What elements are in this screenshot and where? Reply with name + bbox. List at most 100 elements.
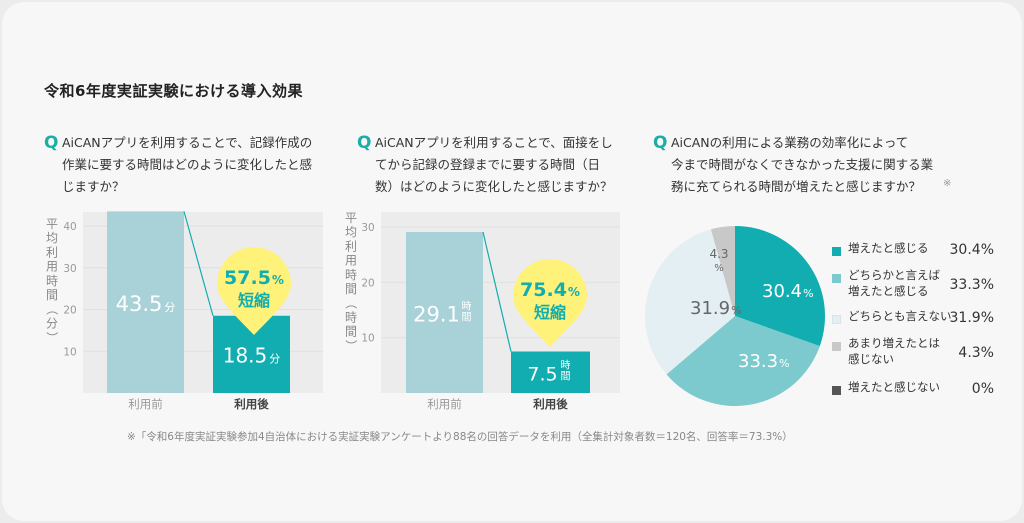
pie-slice-label-unit: % xyxy=(714,263,724,274)
bar-利用前 xyxy=(107,211,184,393)
question-1-line-3: じますか？ xyxy=(62,179,125,194)
bar-value-unit-char: 間 xyxy=(561,370,571,382)
bar-value-unit-char: 時 xyxy=(462,300,472,312)
bar-利用前 xyxy=(406,231,483,393)
bar-value-number: 18.5 xyxy=(223,343,268,367)
connector-line xyxy=(183,211,214,316)
callout-percent-number: 57.5 xyxy=(224,267,271,289)
bar-value-label: 43.5 分 xyxy=(116,292,176,316)
bar-利用後 xyxy=(511,351,590,393)
pie-slice xyxy=(666,316,820,406)
bar-value-label: 18.5 分 xyxy=(223,343,281,367)
question-3-line-2: 今まで時間がなくできなかった支援に関する業 xyxy=(671,157,934,172)
bar-value-label: 7.5 xyxy=(527,363,557,385)
pie-slice xyxy=(710,226,735,316)
y-tick-label: 30 xyxy=(63,263,76,275)
pie-chart: 30.4%33.3%31.9%4.3% xyxy=(645,226,825,406)
y-axis-label-char: 平 xyxy=(46,217,58,231)
y-axis-label-char: 均 xyxy=(46,231,58,245)
y-axis-label-char: 時 xyxy=(345,310,357,324)
footnote: ※「令和6年度実証実験参加4自治体における実証実験アンケートより88名の回答デー… xyxy=(127,431,793,443)
question-3-line-3: 務に充てられる時間が増えたと感じますか？ xyxy=(671,179,922,194)
legend-row: あまり増えたとは 感じない 4.3% xyxy=(832,335,1002,369)
legend-label: どちらとも言えない xyxy=(848,308,958,324)
callout-percent-unit: % xyxy=(568,285,580,299)
bar-value-number: 29.1 xyxy=(413,302,460,326)
legend-row: どちらとも言えない 31.9% xyxy=(832,308,1002,342)
y-tick-label: 10 xyxy=(361,333,374,345)
callout-text: 短縮 xyxy=(238,291,270,310)
category-label: 利用前 xyxy=(128,397,163,411)
legend-value: 33.3% xyxy=(949,277,994,293)
y-axis-label-char: （ xyxy=(344,297,358,309)
pie-slice-label: 33.3% xyxy=(738,351,790,372)
pie-slice xyxy=(735,226,825,347)
legend-swatch xyxy=(832,386,841,395)
legend-label: あまり増えたとは 感じない xyxy=(848,335,958,367)
legend-label-line: 感じない xyxy=(848,352,894,366)
legend-row: 増えたと感じる 30.4% xyxy=(832,240,1002,274)
q-mark: Q xyxy=(44,133,59,153)
legend-swatch xyxy=(832,247,841,256)
pie-slice-label-number: 31.9 xyxy=(690,298,730,319)
y-tick-label: 30 xyxy=(361,222,374,234)
legend-label: 増えたと感じない xyxy=(848,379,958,395)
pie-slice-label-number: 4.3 xyxy=(709,247,728,261)
connector-line xyxy=(482,231,512,352)
bar-value-number: 7.5 xyxy=(527,363,557,385)
page-title: 令和6年度実証実験における導入効果 xyxy=(44,82,303,100)
pie-slice-label-unit: % xyxy=(731,304,741,317)
y-axis-label-char: 用 xyxy=(345,254,357,268)
y-axis-label-char: ） xyxy=(45,332,59,344)
legend-label-line: 増えたと感じない xyxy=(848,380,940,394)
legend-row: 増えたと感じない 0% xyxy=(832,379,1002,413)
y-axis-label-char: 時 xyxy=(46,274,58,288)
question-1-line-2: 作業に要する時間はどのように変化したと感 xyxy=(62,157,313,172)
legend-swatch xyxy=(832,342,841,351)
question-1-line-1: AiCANアプリを利用することで、記録作成の xyxy=(62,135,313,150)
q-mark: Q xyxy=(357,133,372,153)
y-axis-label-char: 利 xyxy=(345,239,357,253)
legend-label-line: 増えたと感じる xyxy=(848,284,929,298)
y-axis-label-char: 間 xyxy=(345,325,357,339)
y-tick-label: 20 xyxy=(63,305,76,317)
legend-value: 0% xyxy=(971,381,994,397)
y-axis-label-char: 間 xyxy=(46,288,58,302)
y-axis-label-char: 平 xyxy=(345,211,357,225)
pie-slice-label-unit: % xyxy=(803,287,813,300)
legend-label: 増えたと感じる xyxy=(848,240,958,256)
asterisk-note: ※ xyxy=(943,178,952,189)
y-tick-label: 40 xyxy=(63,221,76,233)
pie-slice xyxy=(645,229,735,375)
y-tick-label: 20 xyxy=(361,277,374,289)
callout-text: 短縮 xyxy=(534,303,566,322)
pie-slice-label: 30.4% xyxy=(762,281,814,302)
bar-value-unit-char: 時 xyxy=(561,359,571,371)
y-axis-label-char: ） xyxy=(344,340,358,352)
bar-value-number: 43.5 xyxy=(116,292,163,316)
question-2: Q AiCANアプリを利用することで、面接をし てから記録の登録までに要する時間… xyxy=(357,132,613,198)
q-mark: Q xyxy=(653,133,668,153)
legend-row: どちらかと言えば 増えたと感じる 33.3% xyxy=(832,267,1002,301)
y-axis-label-char: 分 xyxy=(46,316,58,330)
y-axis-label-char: 時 xyxy=(345,268,357,282)
legend-label-line: 増えたと感じる xyxy=(848,241,929,255)
callout-bubble xyxy=(513,259,587,347)
category-label: 利用後 xyxy=(532,397,568,411)
legend-label: どちらかと言えば 増えたと感じる xyxy=(848,267,958,299)
legend-value: 30.4% xyxy=(949,242,994,258)
callout-bubble xyxy=(217,247,291,335)
y-axis-label-char: 用 xyxy=(46,260,58,274)
callout-percent-unit: % xyxy=(272,273,284,287)
legend-swatch xyxy=(832,274,841,283)
bar-value-unit: 分 xyxy=(269,352,280,365)
question-1: Q AiCANアプリを利用することで、記録作成の 作業に要する時間はどのように変… xyxy=(44,132,312,198)
y-axis-label-char: （ xyxy=(45,303,59,315)
bar-value-unit-char: 間 xyxy=(462,311,472,323)
callout-percent: 57.5% xyxy=(224,267,284,289)
pie-slice-label-number: 33.3 xyxy=(738,351,778,372)
category-label: 利用後 xyxy=(233,397,269,411)
